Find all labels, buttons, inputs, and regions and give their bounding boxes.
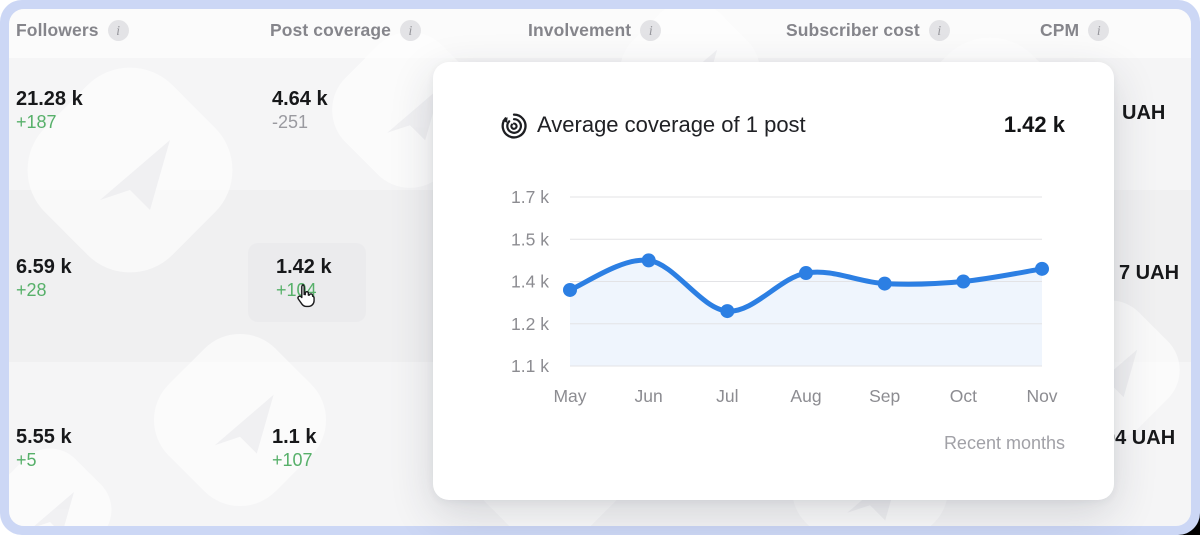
x-axis-tick-label: Jun (635, 386, 663, 406)
info-icon[interactable]: i (928, 20, 950, 41)
data-point-jun[interactable] (641, 253, 656, 268)
chart-footer-label: Recent months (943, 433, 1065, 453)
column-label: Followers (16, 20, 99, 40)
info-icon[interactable]: i (107, 20, 129, 41)
hand-cursor (293, 283, 319, 315)
column-header-cpm: CPM i (1040, 20, 1110, 41)
column-header-followers: Followers i (16, 20, 129, 41)
y-axis-tick-label: 1.2 k (511, 314, 549, 334)
info-icon[interactable]: i (640, 20, 662, 41)
data-point-jul[interactable] (720, 304, 735, 319)
metric-delta: +28 (16, 280, 47, 300)
metric-value: 1.1 k (272, 426, 317, 448)
data-point-aug[interactable] (799, 266, 813, 281)
x-axis-tick-label: May (553, 386, 586, 406)
followers-cell-row3[interactable]: 5.55 k +5 (16, 426, 72, 472)
x-axis-tick-label: Aug (790, 386, 821, 406)
brand-logo-watermark (153, 333, 327, 507)
y-axis-tick-label: 1.7 k (511, 187, 549, 207)
info-icon[interactable]: i (399, 20, 421, 41)
metric-value: 6.59 k (16, 256, 72, 278)
x-axis-tick-label: Oct (950, 386, 977, 406)
column-label: Subscriber cost (786, 20, 920, 40)
column-header-post-coverage: Post coverage i (270, 20, 421, 41)
brand-logo-watermark (9, 448, 112, 526)
coverage-line-chart: 1.1 k 1.2 k 1.4 k 1.5 k 1.7 k May Jun Jul Aug Sep… (473, 177, 1093, 427)
data-point-oct[interactable] (956, 274, 971, 289)
metric-delta: -251 (272, 112, 309, 132)
info-icon[interactable]: i (1088, 20, 1110, 41)
y-axis-tick-label: 1.5 k (511, 229, 549, 249)
cpm-cell-row2[interactable]: 7 UAH (1119, 262, 1180, 284)
y-axis-tick-label: 1.4 k (511, 272, 549, 292)
metric-value: 4.64 k (272, 88, 328, 110)
post-coverage-cell-row1[interactable]: 4.64 k -251 (272, 88, 328, 134)
metric-value: 21.28 k (16, 88, 83, 110)
column-label: Post coverage (270, 20, 391, 40)
metric-delta: +5 (16, 450, 37, 470)
data-point-sep[interactable] (877, 276, 892, 291)
y-axis-tick-label: 1.1 k (511, 356, 549, 376)
post-coverage-cell-row3[interactable]: 1.1 k +107 (272, 426, 316, 472)
metric-value: 1.42 k (276, 256, 332, 278)
coverage-swirl-icon (499, 111, 529, 146)
x-axis-tick-label: Nov (1026, 386, 1057, 406)
column-header-subscriber-cost: Subscriber cost i (786, 20, 950, 41)
brand-logo-watermark (27, 67, 233, 273)
popup-title: Average coverage of 1 post (537, 112, 806, 137)
metric-delta: +107 (272, 450, 313, 470)
cpm-cell-row1[interactable]: UAH (1122, 102, 1166, 124)
x-axis-tick-label: Sep (869, 386, 900, 406)
hovered-cell-highlight (248, 243, 366, 322)
cpm-cell-row3[interactable]: 04 UAH (1104, 427, 1176, 449)
metric-delta: +187 (16, 112, 57, 132)
data-point-may[interactable] (563, 282, 577, 297)
column-header-involvement: Involvement i (528, 20, 662, 41)
x-axis-tick-label: Jul (716, 386, 738, 406)
followers-cell-row2[interactable]: 6.59 k +28 (16, 256, 72, 302)
column-label: Involvement (528, 20, 632, 40)
column-label: CPM (1040, 20, 1080, 40)
followers-cell-row1[interactable]: 21.28 k +187 (16, 88, 83, 134)
metric-value: 5.55 k (16, 426, 72, 448)
popup-current-value: 1.42 k (1003, 112, 1065, 137)
data-point-nov[interactable] (1035, 261, 1049, 276)
